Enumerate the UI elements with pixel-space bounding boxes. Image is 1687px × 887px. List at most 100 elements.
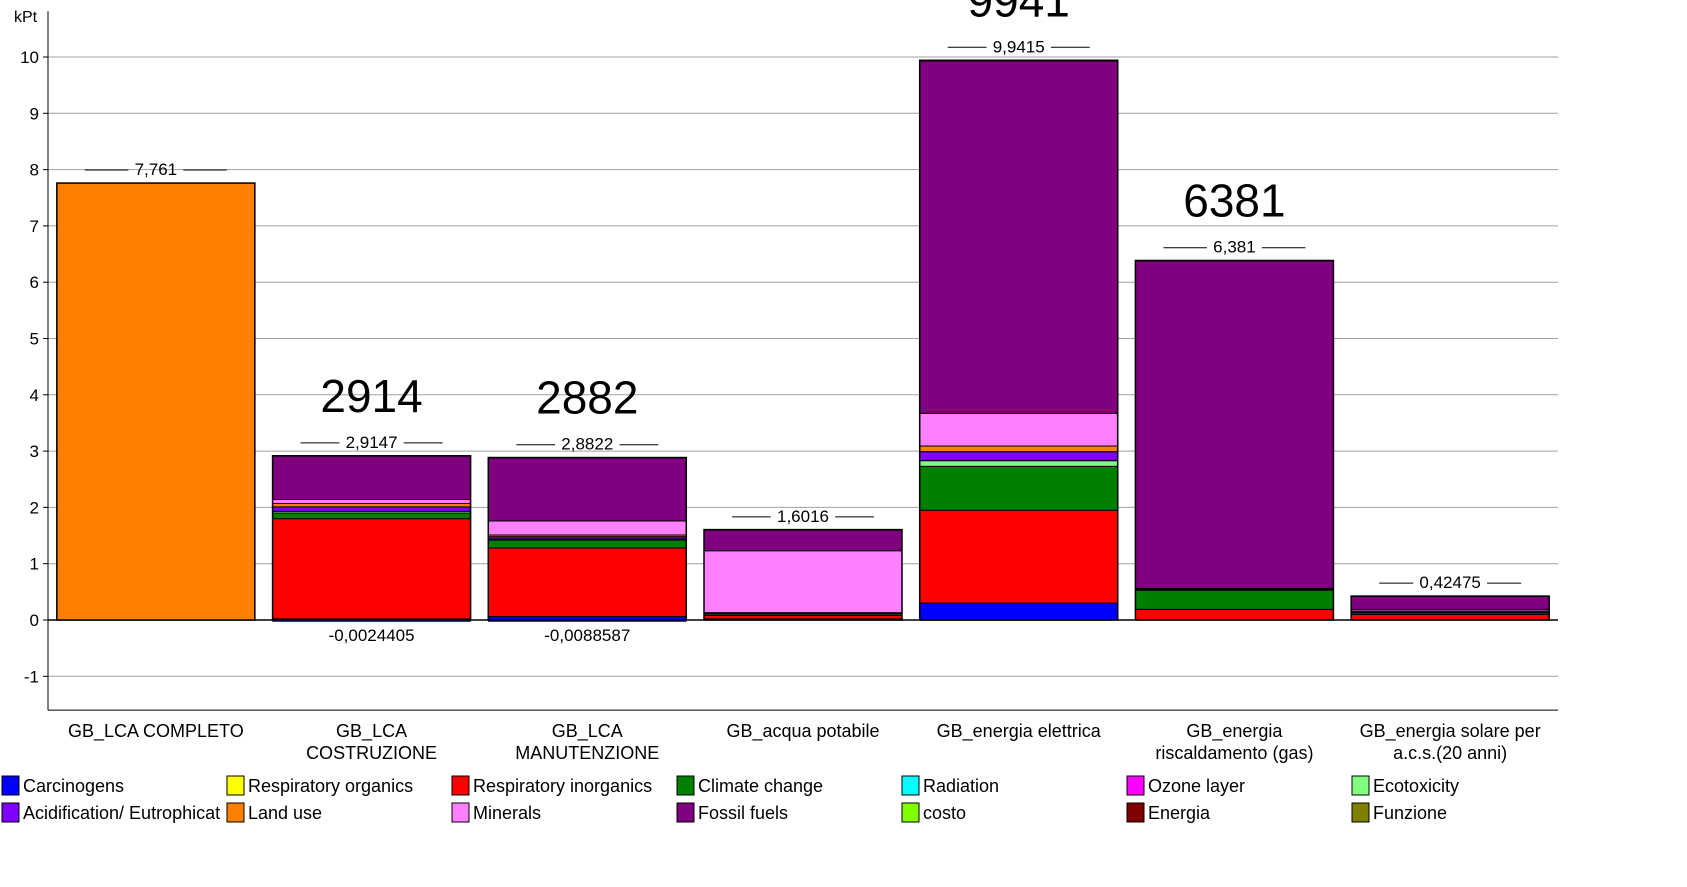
legend-swatch [1, 775, 20, 796]
bar-segment [487, 547, 687, 618]
bar-segment [1134, 608, 1334, 620]
legend-swatch [451, 775, 470, 796]
legend-swatch [676, 802, 695, 823]
y-tick-label: 1 [30, 555, 39, 574]
x-category-label-line: GB_LCA [336, 721, 407, 742]
legend-label: Climate change [698, 776, 823, 796]
bar-segment [919, 412, 1119, 447]
legend-label: Respiratory organics [248, 776, 413, 796]
legend-label: Ecotoxicity [1373, 776, 1459, 796]
bar-outline [703, 529, 903, 621]
y-tick-label: 9 [30, 104, 39, 123]
bar-segment [1350, 595, 1550, 610]
bar-segment [919, 60, 1119, 414]
legend-swatch [901, 775, 920, 796]
bar-segment [272, 499, 472, 504]
y-tick-label: 2 [30, 498, 39, 517]
legend-swatch [1351, 775, 1370, 796]
bar-segment [272, 518, 472, 620]
bar-segment [487, 539, 687, 549]
y-tick-label: 4 [30, 386, 39, 405]
total-data-label: 0,42475 [1419, 573, 1480, 592]
x-category-label-line: COSTRUZIONE [306, 743, 437, 763]
bar-segment [1134, 259, 1334, 589]
y-tick-label: 5 [30, 330, 39, 349]
bars [56, 59, 1550, 622]
x-category-label-line: GB_LCA COMPLETO [68, 721, 244, 742]
x-category-label: GB_LCA MANUTENZIONE [515, 721, 659, 763]
legend-swatch [226, 802, 245, 823]
bar-segment [703, 550, 903, 614]
negative-data-label: -0,0024405 [329, 626, 415, 645]
annotations: 2914 2882 9941 6381 [320, 0, 1285, 424]
bar-segment [272, 502, 472, 508]
total-data-label: 1,6016 [777, 507, 829, 526]
legend-label: Respiratory inorganics [473, 776, 652, 796]
negative-data-label: -0,0088587 [544, 626, 630, 645]
y-tick-label: 8 [30, 161, 39, 180]
total-data-label: 7,761 [135, 160, 178, 179]
legend-swatch [1126, 775, 1145, 796]
bar-segment [487, 520, 687, 536]
total-data-label: 9,9415 [993, 37, 1045, 56]
bar-segment [272, 506, 472, 512]
y-tick-label: 0 [30, 611, 39, 630]
bar-segment [703, 614, 903, 620]
legend-label: Fossil fuels [698, 803, 788, 823]
legend-label: Land use [248, 803, 322, 823]
legend-label: Funzione [1373, 803, 1447, 823]
x-category-label-line: GB_energia elettrica [937, 721, 1102, 742]
bar-segment [703, 528, 903, 552]
y-tick-label: 6 [30, 273, 39, 292]
x-category-label: GB_LCA COSTRUZIONE [306, 721, 437, 763]
bar-outline [918, 59, 1119, 621]
x-category-label: GB_LCA COMPLETO [68, 721, 244, 742]
bar-outline [271, 455, 472, 621]
x-category-label: GB_acqua potabile [726, 721, 879, 742]
x-category-label-line: riscaldamento (gas) [1155, 743, 1313, 763]
legend-swatch [1126, 802, 1145, 823]
y-tick-label: -1 [24, 667, 39, 686]
value-annotation: 9941 [968, 0, 1070, 26]
x-category-label: GB_energia solare per a.c.s.(20 anni) [1360, 721, 1541, 763]
bar-segment [919, 451, 1119, 462]
bar-outline [487, 456, 688, 621]
x-category-label: GB_energia riscaldamento (gas) [1155, 721, 1313, 763]
legend-swatch [1351, 802, 1370, 823]
bar-segment [919, 602, 1119, 621]
x-category-label-line: GB_acqua potabile [726, 721, 879, 742]
total-data-label: 2,8822 [561, 435, 613, 454]
legend-swatch [226, 775, 245, 796]
legend-label: Energia [1148, 803, 1211, 823]
bar-segment [1350, 613, 1550, 620]
y-tick-label: 10 [20, 48, 39, 67]
legend-swatch [901, 802, 920, 823]
x-category-label-line: GB_energia solare per [1360, 721, 1541, 742]
legend: Carcinogens Respiratory organics Respirato… [1, 775, 1459, 823]
x-category-label-line: GB_LCA [552, 721, 623, 742]
y-tick-labels: -1 0 1 2 3 4 5 6 7 8 9 10 [20, 48, 39, 686]
legend-label: Acidification/ Eutrophicat [23, 803, 220, 823]
bar-segment [919, 460, 1119, 467]
bar-segment [919, 445, 1119, 453]
value-annotation: 2882 [536, 372, 638, 424]
legend-swatch [451, 802, 470, 823]
y-tick-label: 7 [30, 217, 39, 236]
bar-segment [272, 455, 472, 501]
y-tick-label: 3 [30, 442, 39, 461]
value-annotation: 6381 [1183, 175, 1285, 227]
total-data-label: 2,9147 [346, 433, 398, 452]
legend-label: Radiation [923, 776, 999, 796]
x-category-label-line: MANUTENZIONE [515, 743, 659, 763]
y-axis-unit-label: kPt [14, 9, 38, 26]
x-category-label-line: GB_energia [1186, 721, 1283, 742]
data-labels: 7,761 2,9147 -0,0024405 2,8822 -0,0088587 1,6… [84, 37, 1522, 645]
legend-label: costo [923, 803, 966, 823]
value-annotation: 2914 [320, 370, 422, 422]
total-data-label: 6,381 [1213, 238, 1256, 257]
bar-outline [1350, 595, 1550, 621]
bar-segment [272, 512, 472, 520]
bar-segment [1134, 589, 1334, 610]
